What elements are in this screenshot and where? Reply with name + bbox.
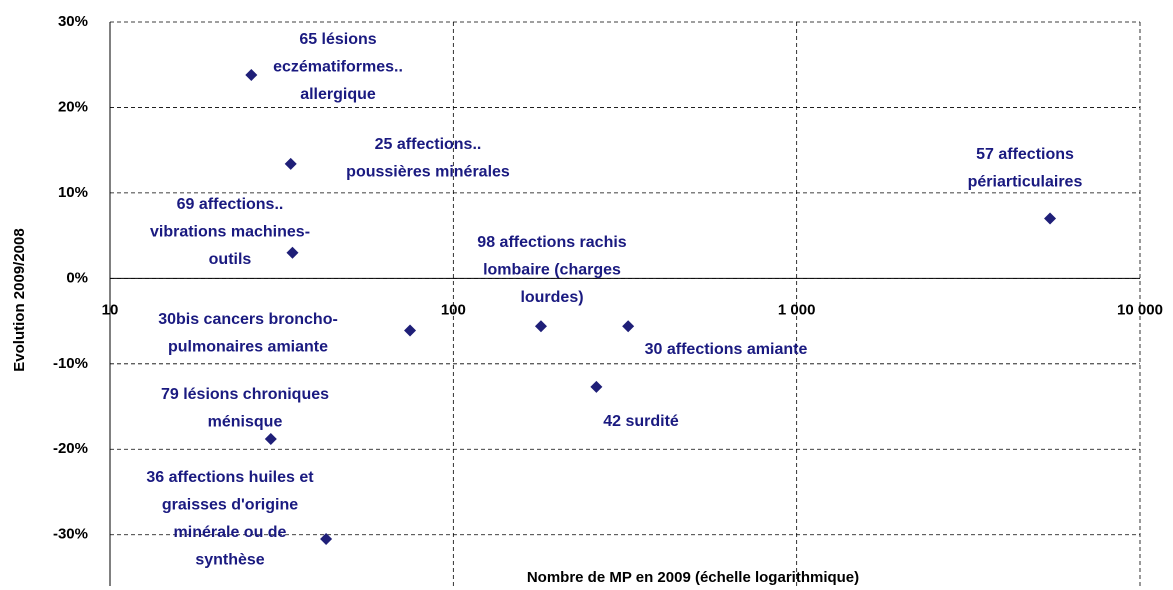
point-label: 57 affections bbox=[976, 146, 1074, 163]
y-axis-title: Evolution 2009/2008 bbox=[11, 228, 28, 371]
point bbox=[1044, 212, 1057, 225]
x-tick-label: 100 bbox=[441, 301, 466, 318]
point-label: allergique bbox=[300, 86, 376, 103]
y-tick-label: 30% bbox=[58, 13, 88, 30]
point bbox=[264, 433, 277, 446]
point-label: ménisque bbox=[208, 414, 283, 431]
point bbox=[320, 533, 333, 545]
point-label: 36 affections huiles et bbox=[146, 469, 314, 486]
point bbox=[590, 380, 603, 393]
y-tick-label: -30% bbox=[53, 526, 88, 543]
point-label: 79 lésions chroniques bbox=[161, 386, 329, 403]
x-tick-label: 10 000 bbox=[1117, 301, 1163, 318]
point-label: 69 affections.. bbox=[177, 196, 284, 213]
point bbox=[286, 246, 299, 259]
point-label: synthèse bbox=[195, 552, 264, 569]
point-label: eczématiformes.. bbox=[273, 59, 403, 76]
x-axis-title: Nombre de MP en 2009 (échelle logarithmi… bbox=[527, 569, 859, 586]
point-label: poussières minérales bbox=[346, 164, 510, 181]
y-tick-label: 10% bbox=[58, 184, 88, 201]
point-label: 42 surdité bbox=[603, 413, 679, 430]
y-tick-label: 0% bbox=[66, 269, 88, 286]
point-label: lombaire (charges bbox=[483, 262, 621, 279]
point bbox=[284, 157, 297, 170]
point-label: 25 affections.. bbox=[375, 136, 482, 153]
point-label: vibrations machines- bbox=[150, 224, 310, 241]
point-label: minérale ou de bbox=[174, 524, 287, 541]
y-tick-label: -10% bbox=[53, 355, 88, 372]
point-label: 98 affections rachis bbox=[477, 234, 627, 251]
point-label: 30 affections amiante bbox=[645, 341, 808, 358]
point-label: graisses d'origine bbox=[162, 497, 298, 514]
point bbox=[245, 68, 258, 81]
x-tick-label: 1 000 bbox=[778, 301, 816, 318]
y-tick-label: -20% bbox=[53, 440, 88, 457]
point bbox=[404, 324, 417, 337]
point-label: 65 lésions bbox=[299, 31, 376, 48]
point bbox=[534, 320, 547, 333]
point-label: périarticulaires bbox=[968, 174, 1083, 191]
point-label: outils bbox=[209, 251, 252, 268]
point-label: pulmonaires amiante bbox=[168, 339, 328, 356]
point-label: lourdes) bbox=[520, 289, 583, 306]
point-label: 30bis cancers broncho- bbox=[158, 311, 338, 328]
y-tick-label: 20% bbox=[58, 98, 88, 115]
point bbox=[622, 320, 635, 333]
